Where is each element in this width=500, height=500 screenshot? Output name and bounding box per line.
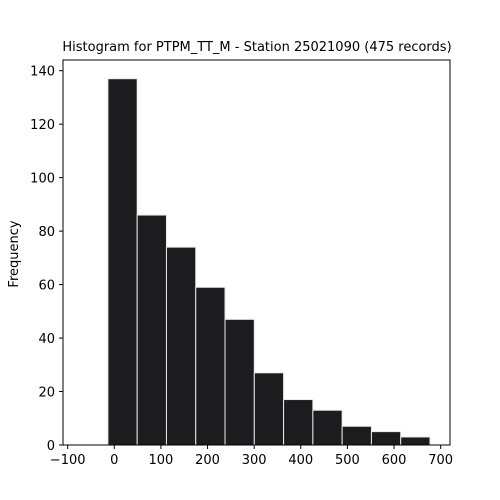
y-tick-label-4: 80 — [38, 225, 55, 240]
histogram-bar-8 — [341, 425, 372, 446]
x-tick-label-5: 400 — [288, 453, 313, 468]
histogram-bar-0 — [107, 78, 138, 446]
histogram-bar-9 — [370, 431, 402, 446]
y-tick-label-6: 120 — [30, 118, 55, 133]
y-axis-label: Frequency — [7, 220, 22, 287]
histogram-bar-6 — [283, 399, 314, 446]
histogram-bar-2 — [165, 246, 197, 446]
histogram-bar-7 — [312, 409, 343, 446]
chart-title: Histogram for PTPM_TT_M - Station 250210… — [62, 40, 451, 55]
histogram-bar-5 — [253, 372, 285, 446]
x-tick-label-0: −100 — [50, 453, 86, 468]
y-tick-label-7: 140 — [30, 65, 55, 80]
histogram-bar-3 — [195, 286, 226, 446]
y-tick-label-0: 0 — [47, 439, 55, 454]
x-tick-label-1: 0 — [110, 453, 118, 468]
x-tick-label-8: 700 — [428, 453, 453, 468]
y-tick-label-5: 100 — [30, 172, 55, 187]
y-axis-ticks: 0 20 40 60 80 100 120 140 — [30, 65, 63, 454]
x-tick-label-6: 500 — [335, 453, 360, 468]
x-tick-label-4: 300 — [242, 453, 267, 468]
x-tick-label-3: 200 — [195, 453, 220, 468]
histogram-bar-4 — [224, 318, 255, 446]
x-axis-ticks: −100 0 100 200 300 400 500 600 700 — [50, 445, 453, 468]
bars-group — [107, 78, 431, 446]
y-tick-label-3: 60 — [38, 279, 55, 294]
x-tick-label-2: 100 — [149, 453, 174, 468]
y-tick-label-1: 20 — [38, 386, 55, 401]
x-tick-label-7: 600 — [382, 453, 407, 468]
plot-frame — [62, 59, 451, 446]
histogram-bar-1 — [136, 214, 167, 446]
histogram-bar-10 — [400, 436, 431, 446]
y-tick-label-2: 40 — [38, 332, 55, 347]
